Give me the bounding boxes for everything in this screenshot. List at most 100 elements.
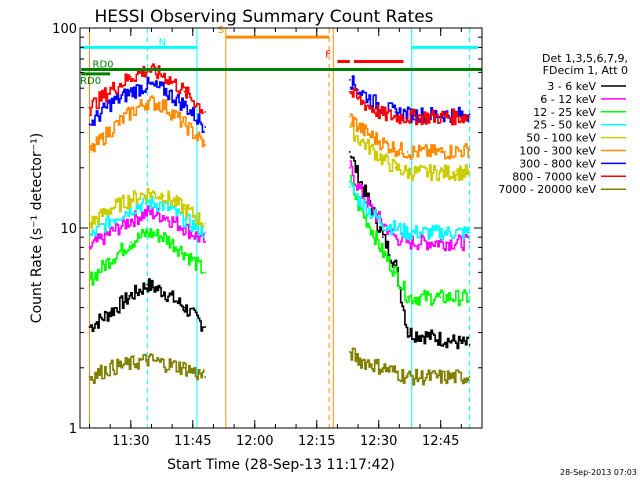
data-point <box>204 326 207 328</box>
data-point <box>357 137 359 140</box>
legend-entry-label: 6 - 12 keV <box>540 93 596 106</box>
data-point <box>129 197 132 200</box>
series-line <box>349 122 469 182</box>
data-point <box>357 89 359 91</box>
data-point <box>468 149 471 152</box>
x-tick-label: 12:30 <box>360 434 397 449</box>
legend-entry-label: 25 - 50 keV <box>533 119 596 132</box>
data-point <box>88 376 91 378</box>
data-point <box>204 126 207 128</box>
plot-area: N S RD0 RD0 F <box>80 25 482 428</box>
data-point <box>369 147 372 150</box>
data-point <box>357 98 359 101</box>
data-point <box>394 371 397 374</box>
legend-entry-label: 7000 - 20000 keV <box>498 183 596 196</box>
data-point <box>406 331 409 334</box>
data-point <box>468 296 471 299</box>
data-point <box>348 351 351 353</box>
data-point <box>394 166 397 169</box>
data-point <box>439 115 442 118</box>
data-point <box>381 236 384 239</box>
series-800-7000keV <box>88 63 471 126</box>
legend-entry-label: 12 - 25 keV <box>533 106 596 119</box>
series-50-100keV <box>88 122 471 229</box>
data-point <box>146 358 149 361</box>
data-point <box>381 222 384 225</box>
data-point <box>348 151 351 153</box>
data-point <box>381 366 384 369</box>
data-point <box>406 115 409 118</box>
data-point <box>394 147 397 150</box>
data-point <box>439 376 442 378</box>
data-point <box>129 241 132 244</box>
data-point <box>468 115 471 118</box>
flag-label: N <box>159 37 166 48</box>
data-point <box>146 211 149 214</box>
flag-label: RD0 <box>93 60 114 71</box>
data-point <box>204 222 207 225</box>
data-point <box>357 126 359 128</box>
data-point <box>109 89 112 91</box>
data-point <box>439 296 442 299</box>
timestamp: 28-Sep-2013 07:03 <box>560 468 637 477</box>
legend-entry-label: 800 - 7000 keV <box>512 170 596 183</box>
series-line <box>349 113 469 160</box>
data-point <box>406 241 409 244</box>
series-25-50keV <box>88 181 471 241</box>
series-line <box>349 155 469 350</box>
data-point <box>204 144 207 146</box>
data-point <box>183 218 186 221</box>
data-point <box>88 151 91 153</box>
data-point <box>109 102 112 105</box>
data-point <box>109 128 112 131</box>
data-point <box>146 191 149 194</box>
data-point <box>109 207 112 210</box>
legend-entry-label: 3 - 6 keV <box>547 80 596 93</box>
data-point <box>439 241 442 244</box>
x-tick-label: 12:00 <box>236 434 273 449</box>
data-point <box>88 246 91 249</box>
data-point <box>406 113 409 116</box>
x-tick-label: 12:15 <box>298 434 335 449</box>
flag-label: F <box>325 49 331 60</box>
data-point <box>348 186 351 189</box>
data-point <box>369 106 372 109</box>
data-point <box>381 113 384 116</box>
x-tick-label: 12:45 <box>422 434 459 449</box>
data-point <box>369 362 372 365</box>
data-point <box>468 113 471 116</box>
data-point <box>183 90 186 93</box>
data-point <box>183 252 186 254</box>
data-point <box>468 376 471 378</box>
series-line <box>89 187 205 229</box>
data-point <box>183 306 186 309</box>
data-point <box>109 218 112 221</box>
data-point <box>204 376 207 378</box>
data-point <box>109 366 112 369</box>
data-point <box>162 204 165 207</box>
y-tick-label: 10 <box>60 222 77 237</box>
data-point <box>468 241 471 244</box>
series-line <box>349 87 469 126</box>
data-point <box>129 362 132 365</box>
data-point <box>348 115 351 118</box>
data-point <box>129 90 132 93</box>
series-line <box>349 181 469 241</box>
data-point <box>348 126 351 128</box>
x-axis-label: Start Time (28-Sep-13 11:17:42) <box>167 457 395 473</box>
data-point <box>369 227 372 229</box>
data-point <box>468 231 471 234</box>
data-point <box>406 231 409 234</box>
flag-label: RD0 <box>80 76 101 87</box>
data-point <box>162 214 165 217</box>
data-point <box>348 166 351 169</box>
chart-title: HESSI Observing Summary Count Rates <box>94 7 433 27</box>
data-point <box>381 142 384 145</box>
data-point <box>183 366 186 369</box>
series-line <box>89 195 205 238</box>
series-line <box>89 228 204 286</box>
series-line <box>349 347 469 386</box>
data-point <box>381 158 384 161</box>
legend-header: FDecim 1, Att 0 <box>543 64 628 77</box>
